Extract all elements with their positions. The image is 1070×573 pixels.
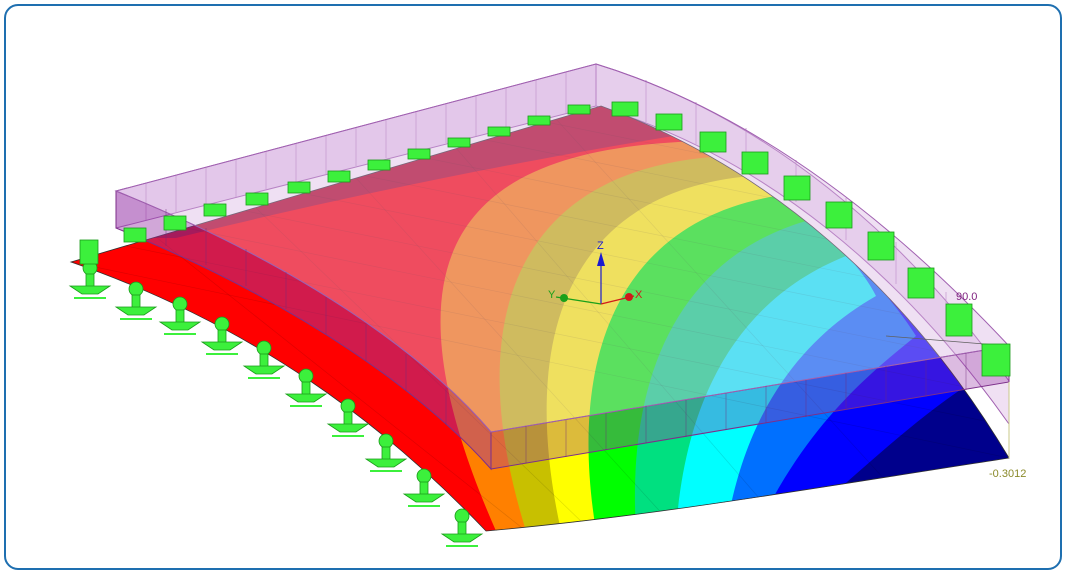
load-value-label: 90.0 [956, 291, 977, 303]
load-box-front [114, 63, 1011, 471]
line-supports-left [68, 260, 484, 547]
min-value-label: -0.3012 [989, 468, 1026, 480]
structural-model-view[interactable]: Z X Y 90.0 -0.3012 [6, 6, 1062, 570]
axis-x-label: X [635, 289, 643, 301]
coordinate-axes [555, 252, 635, 305]
axis-y-label: Y [548, 289, 556, 301]
viewport-frame[interactable]: Z X Y 90.0 -0.3012 [4, 4, 1062, 570]
plate-outline [69, 105, 1010, 532]
axis-z-label: Z [597, 240, 604, 252]
line-supports-back [79, 101, 1011, 377]
